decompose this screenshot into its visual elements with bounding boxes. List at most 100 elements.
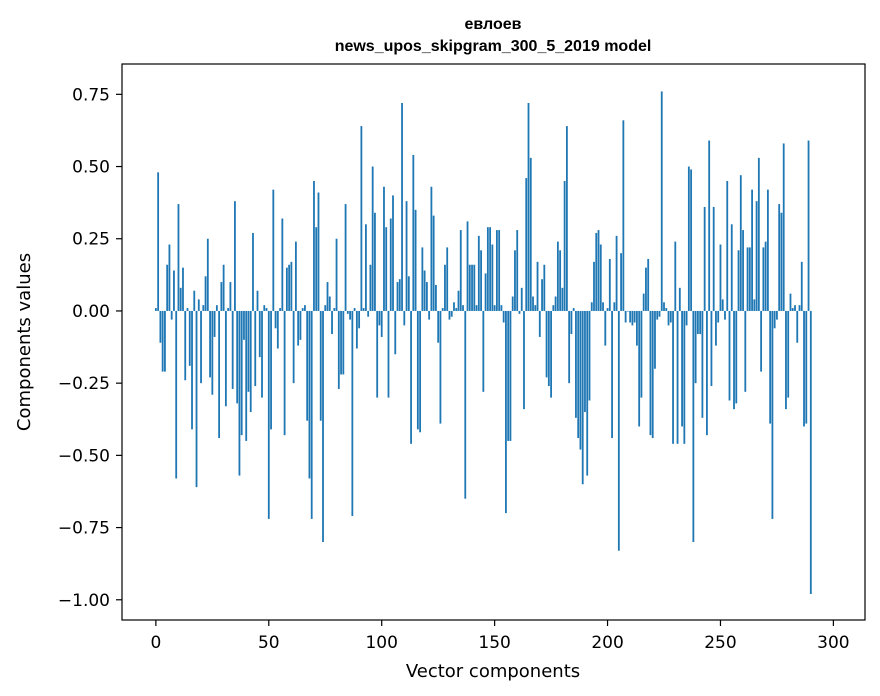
bar-181 [563,180,566,311]
bar-9 [175,310,178,479]
bar-253 [726,180,729,311]
bar-119 [423,270,426,311]
bar-7 [170,310,173,320]
bar-14 [186,308,189,311]
bar-239 [694,310,697,384]
bar-288 [805,310,808,424]
bar-285 [798,305,801,311]
bar-147 [486,227,489,311]
bar-174 [547,310,550,387]
bar-178 [556,241,559,311]
bar-177 [554,296,557,311]
plot-frame [121,63,866,621]
bar-24 [209,310,211,378]
bar-208 [624,310,627,323]
bar-236 [687,166,690,311]
bar-257 [735,310,738,404]
x-tick-label: 0 [150,633,161,653]
bar-290 [809,310,812,594]
bar-282 [791,308,794,311]
bar-108 [398,279,401,311]
bar-281 [789,293,792,311]
bar-163 [523,310,525,410]
bar-259 [739,175,742,311]
bar-60 [290,261,293,311]
bar-179 [559,250,562,311]
y-axis-ticks: 0.75 0.50 0.25 0.00 −0.25 −0.50 −0.75 −1.00 [58,85,122,611]
y-tick-label: 0.00 [72,302,110,322]
bar-219 [649,310,652,436]
bar-238 [692,310,695,543]
x-tick-label: 200 [591,633,623,653]
bar-212 [633,310,636,323]
bar-130 [448,310,451,320]
bar-273 [771,310,774,519]
bar-149 [491,244,494,311]
bar-193 [590,302,593,311]
bar-16 [191,310,193,430]
bar-269 [762,247,765,311]
bar-59 [288,264,291,311]
bar-242 [701,310,704,418]
y-tick-label: −0.50 [58,446,110,466]
bar-99 [378,310,381,326]
bar-226 [665,308,668,311]
bar-131 [450,310,453,317]
bar-123 [432,215,435,311]
bar-45 [256,290,259,311]
bar-109 [401,102,403,311]
bar-152 [498,230,501,311]
chart-title: евлоев [465,16,522,33]
bar-113 [410,310,412,444]
bar-222 [656,310,659,320]
bar-102 [385,227,388,311]
bar-160 [516,230,519,311]
bar-187 [577,310,580,439]
bar-263 [748,247,751,311]
bar-91 [360,126,363,311]
bar-28 [218,310,221,439]
bar-182 [565,126,568,311]
bar-121 [428,310,431,320]
bar-117 [419,310,422,433]
y-tick-label: −0.75 [58,519,110,539]
bar-67 [306,310,309,421]
bar-128 [444,264,446,311]
bar-185 [572,308,575,311]
bar-25 [211,310,214,395]
bar-84 [344,204,347,311]
bar-214 [638,310,641,427]
bar-221 [654,310,656,369]
bar-81 [337,310,340,389]
bar-197 [599,244,602,311]
bar-217 [645,267,647,311]
y-tick-label: 0.75 [72,85,110,105]
bar-229 [672,310,674,444]
bar-80 [335,238,338,311]
bar-27 [215,305,218,311]
bar-286 [800,261,803,311]
bar-95 [369,264,372,311]
bar-2 [159,310,162,343]
bar-213 [636,310,638,346]
bar-83 [342,310,345,375]
bar-190 [584,310,586,413]
bar-75 [324,305,327,311]
bar-135 [459,230,462,311]
bar-250 [719,244,722,311]
bar-199 [604,310,607,346]
x-tick-label: 250 [704,633,736,653]
bar-268 [760,310,763,372]
bar-284 [796,310,799,343]
bar-55 [279,308,281,311]
bar-13 [184,310,187,381]
bar-124 [435,284,437,311]
bar-200 [606,308,609,311]
bar-143 [477,235,480,311]
bar-106 [394,310,397,355]
bar-202 [611,310,613,439]
bar-63 [297,310,300,346]
bar-277 [780,212,783,311]
bar-230 [674,241,677,311]
bar-164 [525,178,528,311]
